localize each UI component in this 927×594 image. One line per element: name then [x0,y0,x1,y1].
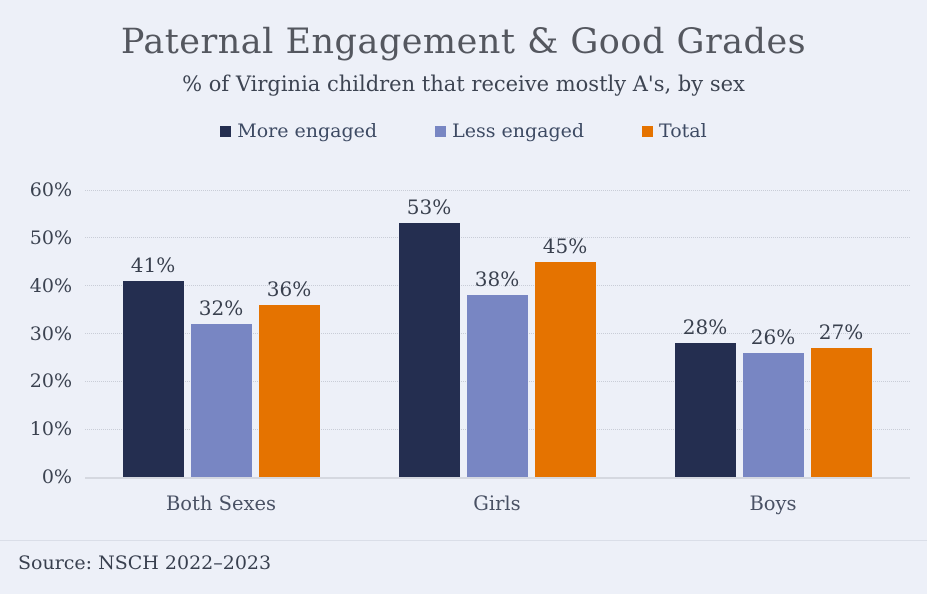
bar-total: 45% [534,234,596,477]
bar-value-label: 45% [542,234,588,258]
y-tick-label: 40% [29,274,72,297]
y-tick-label: 30% [29,322,72,345]
legend-swatch-icon [642,125,654,137]
source-note: Source: NSCH 2022–2023 [18,552,272,574]
gridline [85,189,910,191]
bar-value-label: 53% [406,195,452,219]
footer-divider [0,540,927,541]
legend-label: More engaged [237,120,378,142]
legend: More engaged Less engaged Total [0,120,927,142]
gridline [85,237,910,239]
legend-item-1: More engaged [220,120,377,142]
bar-less-engaged: 38% [466,267,528,477]
bar-value-label: 28% [682,315,728,339]
y-tick-label: 10% [29,418,72,441]
bar-more-engaged: 53% [398,195,460,477]
bar-total: 36% [258,277,320,477]
y-tick-label: 20% [29,370,72,393]
bar-value-label: 38% [474,267,520,291]
legend-label: Total [659,120,707,142]
chart-title: Paternal Engagement & Good Grades [120,22,807,62]
x-category-label: Both Sexes [165,492,277,515]
legend-swatch-icon [435,125,447,137]
bar-total: 27% [810,320,872,477]
bar-group-boys: 28% 26% 27% [674,190,872,477]
bar-less-engaged: 32% [190,296,252,477]
bar-group-both-sexes: 41% 32% 36% [122,190,320,477]
legend-label: Less engaged [452,120,585,142]
x-category-label: Girls [473,492,521,515]
bar-value-label: 41% [130,253,176,277]
bar-value-label: 27% [818,320,864,344]
x-axis-baseline [85,477,910,479]
y-axis: 0% 10% 20% 30% 40% 50% 60% [0,180,72,487]
legend-item-3: Total [642,120,707,142]
bar-chart: 0% 10% 20% 30% 40% 50% 60% 41% 32% 36% 53% 38% 45% 2… [0,175,927,525]
bar-more-engaged: 28% [674,315,736,477]
gridline [85,285,910,287]
y-tick-label: 60% [29,179,72,201]
legend-item-2: Less engaged [435,120,584,142]
plot-area: 41% 32% 36% 53% 38% 45% 28% 26% 27% [85,189,910,479]
legend-swatch-icon [220,125,232,137]
bar-group-girls: 53% 38% 45% [398,190,596,477]
bar-more-engaged: 41% [122,253,184,477]
bar-value-label: 36% [266,277,312,301]
y-tick-label: 0% [41,466,72,488]
y-tick-label: 50% [29,226,72,249]
chart-subtitle: % of Virginia children that receive most… [182,72,745,96]
bar-value-label: 26% [750,325,796,349]
bar-value-label: 32% [198,296,244,320]
x-category-label: Boys [749,492,797,515]
bar-less-engaged: 26% [742,325,804,477]
